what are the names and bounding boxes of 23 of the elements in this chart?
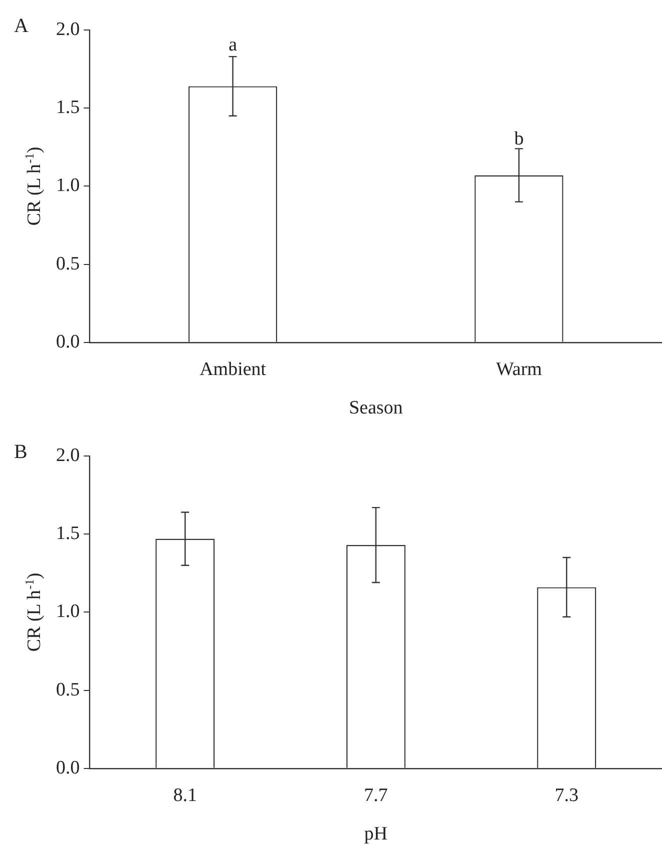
y-tick-label: 0.5 — [56, 679, 80, 700]
y-tick-label: 0.0 — [56, 331, 80, 352]
y-tick-label: 1.5 — [56, 523, 80, 544]
y-tick-label: 1.5 — [56, 97, 80, 118]
y-tick-label: 1.0 — [56, 175, 80, 196]
x-axis-title: Season — [348, 398, 404, 419]
chart-title: B — [14, 441, 28, 463]
y-tick-label: 1.0 — [56, 601, 80, 622]
x-axis-title: pH — [364, 824, 388, 845]
annotation: b — [514, 128, 524, 150]
y-tick-label: 0.5 — [56, 253, 80, 274]
y-tick-label: 0.0 — [56, 757, 80, 778]
x-tick-label: Warm — [496, 358, 542, 380]
chart-title: A — [14, 15, 29, 37]
x-tick-label: 8.1 — [173, 784, 197, 806]
annotation: a — [228, 34, 238, 56]
x-tick-label: Ambient — [200, 358, 267, 380]
x-tick-label: 7.3 — [554, 784, 578, 806]
y-axis-title: CR (L h-1) — [22, 146, 45, 226]
y-tick-label: 2.0 — [56, 18, 80, 40]
y-tick-label: 2.0 — [56, 444, 80, 466]
y-axis-title: CR (L h-1) — [22, 572, 45, 652]
x-tick-label: 7.7 — [364, 784, 388, 806]
